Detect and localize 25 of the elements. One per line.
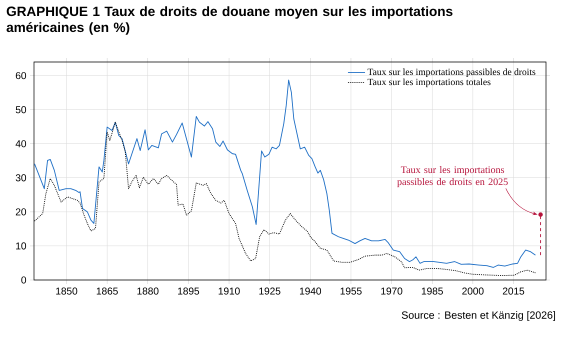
x-tick-label: 1895: [178, 288, 200, 295]
annotation: Taux sur les importations passibles de droits en 2025: [397, 166, 508, 188]
chart-title: GRAPHIQUE 1 Taux de droits de douane moyen sur les importations américaines (en %): [6, 6, 452, 35]
x-tick-label: 1955: [340, 288, 362, 295]
line-series: [34, 80, 536, 268]
x-tick-label: 1850: [56, 288, 78, 295]
x-tick-label: 1880: [137, 288, 159, 295]
x-tick-label: 2000: [462, 288, 484, 295]
y-tick-label: 10: [16, 242, 26, 250]
y-tick-label: 40: [16, 140, 26, 148]
x-tick-label: 1985: [422, 288, 443, 295]
x-tick-label: 2015: [502, 288, 524, 295]
legend-label: Taux sur les importations totales: [368, 78, 490, 88]
y-tick-label: 50: [16, 106, 26, 114]
y-tick-label: 20: [16, 208, 26, 216]
y-tick-label: 30: [16, 174, 26, 182]
y-tick-label: 0: [21, 276, 26, 284]
source-note: Source : Besten et Känzig [2026]: [402, 311, 556, 321]
x-tick-label: 1940: [300, 288, 322, 295]
x-tick-label: 1865: [96, 288, 118, 295]
legend-label: Taux sur les importations passibles de droits: [368, 68, 536, 77]
x-tick-label: 1910: [218, 288, 240, 295]
y-tick-label: 60: [16, 72, 26, 80]
x-tick-label: 1925: [259, 288, 280, 295]
x-tick-label: 1970: [381, 288, 402, 295]
